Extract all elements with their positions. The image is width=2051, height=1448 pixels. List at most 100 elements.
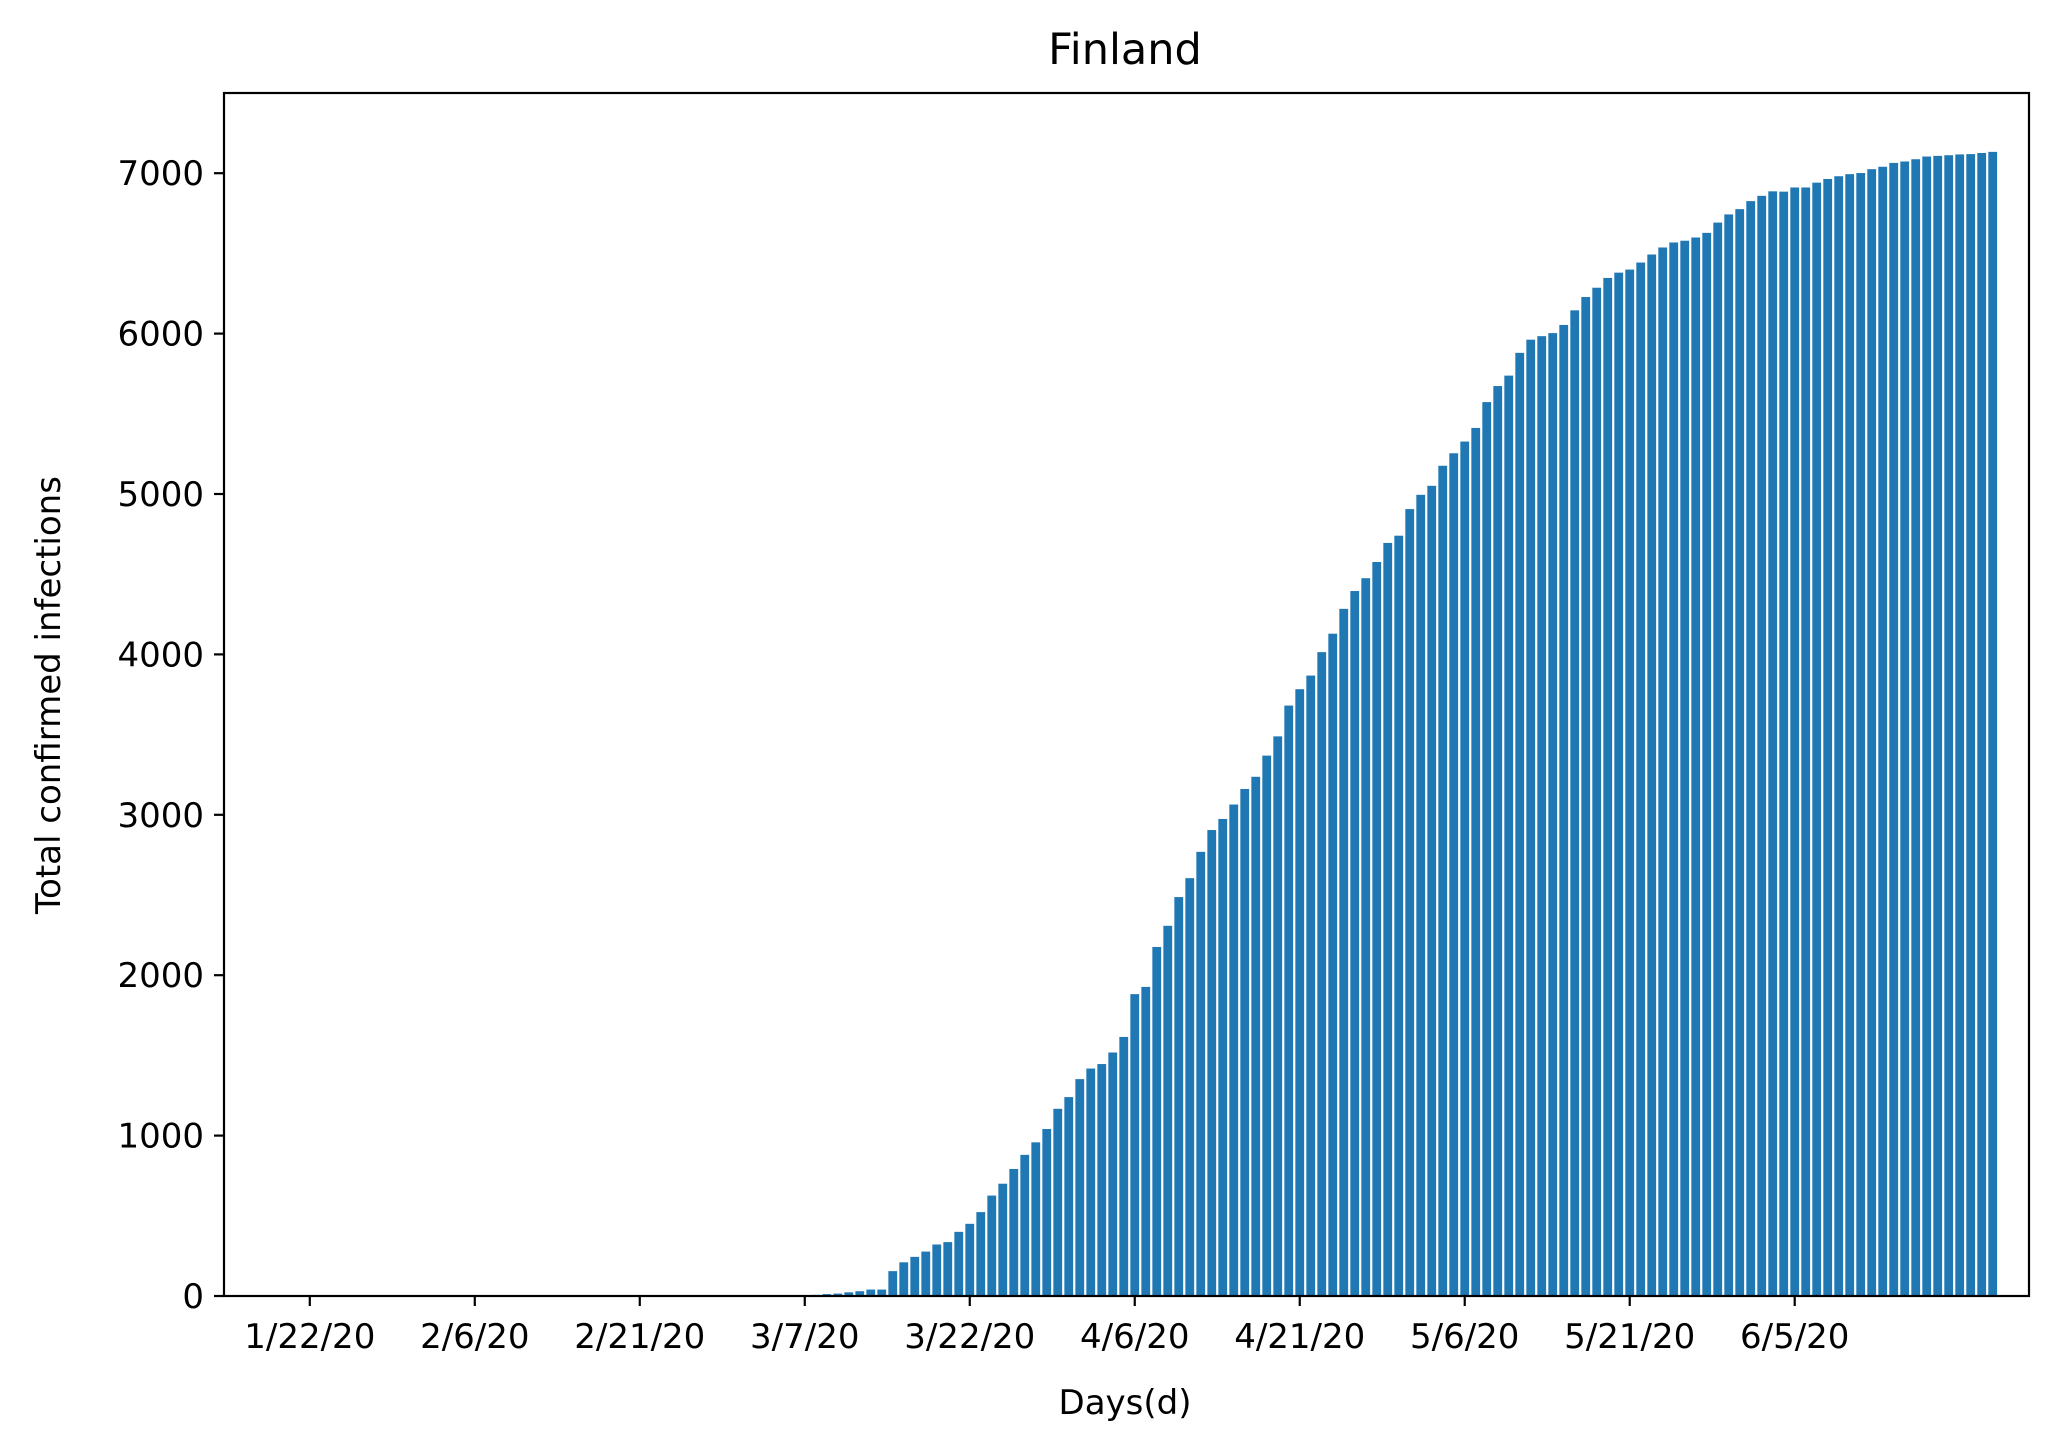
- bar: [932, 1244, 942, 1296]
- bar: [1097, 1064, 1107, 1296]
- bar: [1592, 287, 1602, 1297]
- bar: [1977, 152, 1987, 1297]
- bar: [1537, 336, 1547, 1296]
- bar: [1856, 173, 1866, 1296]
- x-tick-label: 4/21/20: [1234, 1317, 1365, 1357]
- bar: [1339, 608, 1349, 1296]
- bar: [1031, 1142, 1041, 1296]
- bar: [1878, 166, 1888, 1296]
- bar: [1515, 352, 1525, 1297]
- bar: [976, 1212, 986, 1296]
- bar: [1669, 242, 1679, 1297]
- bars-group: [800, 151, 1998, 1297]
- bar: [1207, 830, 1217, 1296]
- bar: [1812, 182, 1822, 1296]
- bar: [1020, 1154, 1030, 1296]
- bar: [1471, 427, 1481, 1296]
- bar: [1075, 1079, 1085, 1296]
- bar: [1702, 232, 1712, 1296]
- bar: [1251, 776, 1261, 1296]
- bar: [1581, 297, 1591, 1296]
- bar: [921, 1251, 931, 1296]
- plot-frame: [222, 91, 2031, 1298]
- bar: [844, 1292, 854, 1296]
- bar: [1130, 994, 1140, 1296]
- bar: [1416, 494, 1426, 1296]
- y-tick-label: 0: [182, 1277, 204, 1317]
- bar: [1196, 851, 1206, 1296]
- bar: [877, 1289, 887, 1296]
- x-tick-label: 1/22/20: [244, 1317, 375, 1357]
- bar: [1493, 386, 1503, 1296]
- bar: [1779, 191, 1789, 1296]
- bar: [1042, 1129, 1052, 1296]
- bar: [1383, 542, 1393, 1296]
- bar: [1724, 214, 1734, 1296]
- bar: [1790, 187, 1800, 1297]
- x-tick-label: 5/21/20: [1564, 1317, 1695, 1357]
- bar: [833, 1293, 843, 1296]
- y-tick-label: 4000: [117, 635, 204, 675]
- y-axis-label: Total confirmed infections: [29, 476, 69, 915]
- bar: [1295, 689, 1305, 1296]
- y-tick-label: 3000: [117, 796, 204, 836]
- bar: [1757, 195, 1767, 1296]
- bar: [1823, 178, 1833, 1297]
- bar: [1570, 310, 1580, 1297]
- bar: [1867, 169, 1877, 1297]
- bar: [1768, 191, 1778, 1297]
- x-tick-label: 3/7/20: [750, 1317, 859, 1357]
- bar: [1713, 222, 1723, 1297]
- bar: [1636, 262, 1646, 1296]
- bar: [1911, 159, 1921, 1296]
- bar: [987, 1195, 997, 1296]
- bar: [1262, 755, 1272, 1296]
- y-axis-ticks: 0 1000 2000 3000 4000 5000 6000 7000: [117, 154, 224, 1317]
- y-tick-label: 5000: [117, 475, 204, 515]
- bar: [1603, 277, 1613, 1296]
- bar: [1955, 154, 1965, 1297]
- bar: [943, 1242, 953, 1296]
- bar: [954, 1231, 964, 1296]
- bar: [1163, 925, 1173, 1296]
- bar: [1152, 946, 1162, 1296]
- x-axis-label: Days(d): [1059, 1383, 1192, 1423]
- bar: [998, 1183, 1008, 1296]
- bar: [1559, 324, 1569, 1296]
- chart-title: Finland: [1048, 25, 1202, 75]
- bar: [1889, 162, 1899, 1297]
- bar: [1614, 272, 1624, 1296]
- bar: [855, 1291, 865, 1296]
- bar: [1922, 156, 1932, 1296]
- bar: [1746, 201, 1756, 1297]
- bar: [1460, 441, 1470, 1296]
- bar: [1735, 209, 1745, 1296]
- bar: [1900, 161, 1910, 1297]
- bar: [1284, 705, 1294, 1296]
- bar: [866, 1289, 876, 1296]
- y-tick-label: 7000: [117, 154, 204, 194]
- x-tick-label: 6/5/20: [1740, 1317, 1849, 1357]
- bar: [1174, 897, 1184, 1296]
- bar: [1482, 402, 1492, 1297]
- bar: [965, 1223, 975, 1296]
- bar: [1845, 174, 1855, 1296]
- bar: [1141, 986, 1151, 1296]
- bar: [1405, 509, 1415, 1297]
- bar: [1988, 151, 1998, 1296]
- bar: [1680, 240, 1690, 1297]
- x-tick-label: 2/6/20: [420, 1317, 529, 1357]
- bar: [1504, 375, 1514, 1296]
- bar: [1064, 1097, 1074, 1296]
- x-tick-label: 4/6/20: [1080, 1317, 1189, 1357]
- bar: [1548, 333, 1558, 1296]
- bar: [1647, 254, 1657, 1296]
- bar: [1218, 818, 1228, 1296]
- bar: [1350, 591, 1360, 1296]
- bar: [1119, 1036, 1129, 1296]
- x-tick-label: 5/6/20: [1410, 1317, 1519, 1357]
- bar: [1933, 155, 1943, 1296]
- y-tick-label: 2000: [117, 956, 204, 996]
